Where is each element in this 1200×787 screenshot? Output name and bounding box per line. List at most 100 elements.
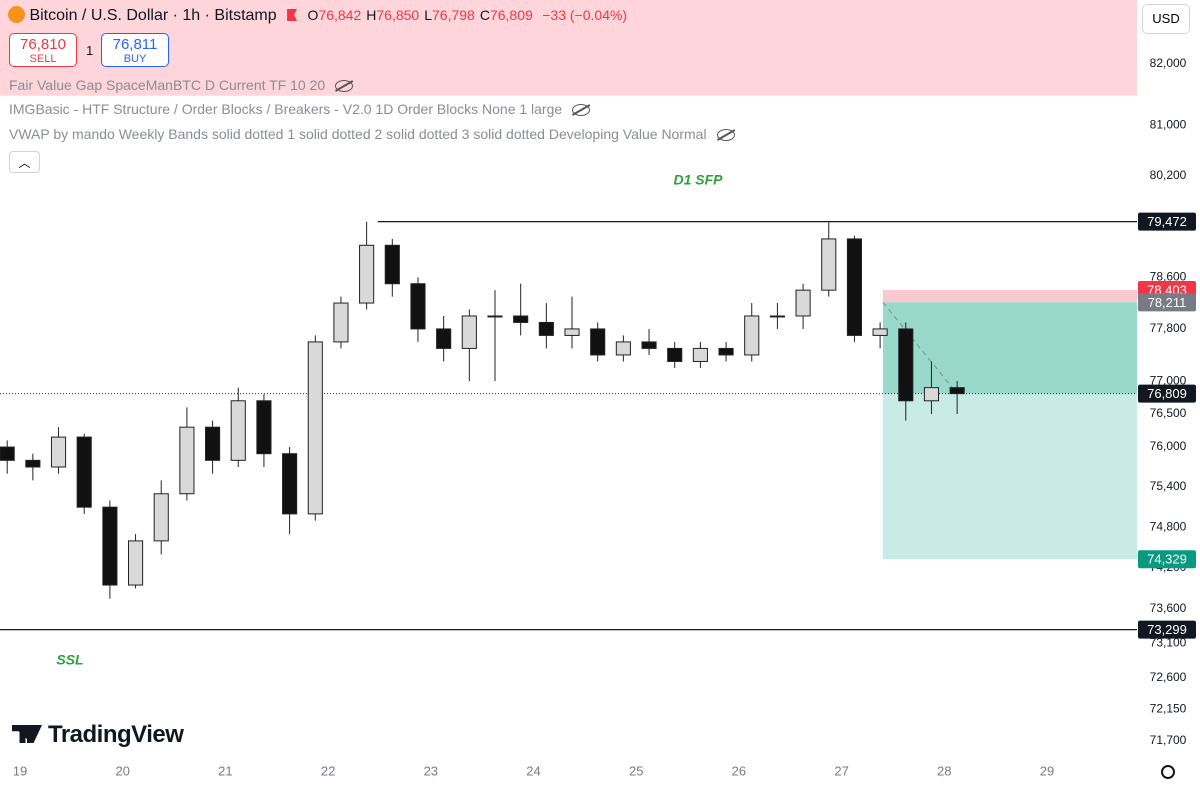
annotation: SSL	[56, 652, 83, 668]
quantity: 1	[86, 43, 94, 58]
candle-body	[0, 446, 15, 461]
y-tick-label: 76,500	[1150, 406, 1187, 420]
ohlc-key: H	[366, 7, 377, 23]
x-tick-label: 29	[1040, 763, 1054, 778]
candle-body	[667, 347, 683, 362]
sell-price: 76,810	[20, 36, 66, 53]
candle-body	[307, 341, 323, 515]
price-badge	[1138, 620, 1196, 639]
candle-body	[359, 244, 375, 304]
position-path	[882, 302, 958, 394]
y-tick-label: 76,000	[1150, 439, 1187, 453]
sell-button[interactable]: 76,810 SELL	[9, 33, 77, 67]
settings-icon[interactable]	[1161, 765, 1175, 779]
candle-body	[898, 328, 914, 402]
buy-price: 76,811	[112, 36, 158, 53]
y-tick-label: 73,100	[1150, 636, 1187, 650]
symbol[interactable]: Bitcoin / U.S. Dollar · 1h · Bitstamp	[29, 7, 277, 24]
x-tick-label: 27	[834, 763, 848, 778]
x-tick-label: 26	[732, 763, 746, 778]
symbol-row: Bitcoin / U.S. Dollar · 1h · Bitstamp O7…	[8, 6, 627, 25]
ohlc-key: L	[424, 7, 433, 23]
x-tick-label: 20	[115, 763, 129, 778]
candle-body	[256, 400, 272, 455]
brand-logo	[12, 725, 42, 743]
brand: TradingView	[12, 721, 184, 749]
eye-icon[interactable]	[572, 104, 591, 117]
flag-icon[interactable]	[287, 9, 298, 21]
fvg-zone	[0, 0, 1137, 96]
candle-body	[127, 540, 144, 586]
candle-body	[153, 493, 169, 542]
price-badge	[1138, 212, 1196, 231]
candle-body	[102, 506, 118, 586]
y-tick-label: 74,800	[1150, 520, 1187, 534]
price-badge-label: 76,809	[1147, 386, 1187, 401]
candle-body	[384, 244, 400, 285]
price-badge	[1138, 384, 1196, 403]
ohlc-key: C	[479, 7, 490, 23]
y-tick-label: 77,000	[1150, 373, 1187, 387]
candle-body	[538, 321, 554, 336]
candle-body	[205, 426, 221, 461]
candle-body	[718, 347, 734, 356]
candle-body	[333, 302, 349, 343]
collapse-button[interactable]: ︿	[9, 151, 40, 173]
x-tick-label: 23	[424, 763, 438, 778]
candle-body	[615, 341, 631, 356]
price-badge-label: 79,472	[1147, 214, 1187, 229]
buy-button[interactable]: 76,811 BUY	[101, 33, 169, 67]
ohlc-value: 76,850	[376, 7, 420, 23]
x-tick-label: 24	[526, 763, 540, 778]
candle-body	[282, 453, 298, 515]
candle-body	[461, 315, 477, 349]
profit-zone	[882, 302, 1137, 394]
x-tick-label: 25	[629, 763, 643, 778]
candle-body	[50, 436, 67, 468]
ohlc-value: 76,842	[318, 7, 362, 23]
candle-body	[923, 387, 940, 402]
price-badge	[1138, 293, 1196, 312]
candle-body	[179, 426, 195, 495]
candle-body	[872, 328, 888, 336]
ohlc-value: 76,809	[489, 7, 533, 23]
indicator-name: IMGBasic - HTF Structure / Order Blocks …	[9, 101, 563, 117]
buy-label: BUY	[123, 53, 147, 65]
annotation: D1 SFP	[673, 172, 723, 188]
eye-icon[interactable]	[716, 129, 735, 142]
ohlc: O76,842 H76,850 L76,798 C76,809	[308, 7, 538, 23]
brand-name: TradingView	[48, 721, 184, 748]
candle-body	[846, 238, 862, 336]
candle-body	[76, 436, 92, 508]
x-tick-label: 22	[321, 763, 335, 778]
y-tick-label: 75,400	[1150, 479, 1187, 493]
currency-button[interactable]: USD	[1142, 4, 1190, 34]
x-tick-label: 28	[937, 763, 951, 778]
btc-icon	[8, 6, 25, 23]
y-tick-label: 80,200	[1150, 168, 1187, 182]
candle-body	[821, 238, 837, 291]
indicator[interactable]: Fair Value Gap SpaceManBTC D Current TF …	[9, 77, 354, 93]
y-tick-label: 72,150	[1150, 702, 1187, 716]
ohlc-value: 76,798	[432, 7, 475, 23]
candle-body	[692, 347, 708, 362]
indicator[interactable]: VWAP by mando Weekly Bands solid dotted …	[9, 126, 735, 142]
candle-body	[949, 387, 965, 395]
indicator[interactable]: IMGBasic - HTF Structure / Order Blocks …	[9, 101, 591, 117]
candle-body	[230, 400, 246, 461]
y-tick-label: 77,800	[1150, 321, 1187, 335]
x-tick-label: 21	[218, 763, 232, 778]
price-badge-label: 73,299	[1147, 622, 1187, 637]
price-badge-label: 74,329	[1147, 552, 1187, 567]
eye-icon[interactable]	[335, 80, 354, 93]
candle-body	[590, 328, 606, 356]
indicator-name: VWAP by mando Weekly Bands solid dotted …	[9, 126, 707, 142]
stop-zone	[882, 289, 1137, 303]
price-badge	[1138, 550, 1196, 569]
change: −33 (−0.04%)	[542, 7, 628, 23]
candle-body	[795, 289, 811, 317]
candle-body	[25, 459, 41, 468]
ohlc-key: O	[307, 7, 319, 23]
indicator-name: Fair Value Gap SpaceManBTC D Current TF …	[9, 77, 326, 93]
